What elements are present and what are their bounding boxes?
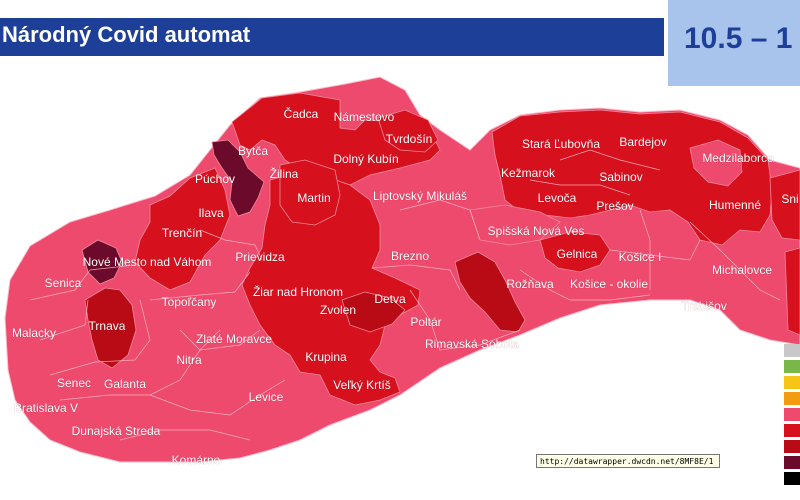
label-galanta: Galanta (104, 377, 146, 391)
label-trebisov: Trebišov (681, 299, 727, 313)
legend-swatch (784, 424, 800, 437)
region-burgundy-nove-mesto (81, 239, 123, 285)
region-red-snina (769, 169, 800, 241)
label-nitra: Nitra (176, 353, 202, 367)
map-title: Národný Covid automat (2, 22, 251, 47)
region-red-gelnica (539, 231, 611, 273)
label-spisska-nova-ves: Spišská Nová Ves (488, 224, 585, 238)
region-red-central (241, 171, 421, 406)
label-medzilaborce: Medzilaborce (702, 151, 774, 165)
label-bratislava: Bratislava V (14, 401, 78, 415)
legend-swatch (784, 360, 800, 373)
legend-swatch (784, 408, 800, 421)
label-dunajska-streda: Dunajská Streda (72, 424, 161, 438)
region-burgundy-bytca (211, 139, 265, 217)
label-topolcany: Topoľčany (162, 295, 217, 309)
label-rimavska-sobota: Rimavská Sobota (425, 337, 519, 351)
region-darkred-trnava (84, 287, 137, 369)
legend-swatch (784, 456, 800, 469)
label-trnava: Trnava (89, 319, 126, 333)
label-ilava: Ilava (198, 206, 224, 220)
label-puchov: Púchov (195, 172, 235, 186)
label-martin: Martin (297, 191, 330, 205)
region-labels: Čadca Námestovo Tvrdošín Bytča Žilina Do… (12, 106, 799, 468)
label-prievidza: Prievidza (235, 250, 285, 264)
legend-swatch (784, 376, 800, 389)
label-poltar: Poltár (410, 315, 441, 329)
label-roznava: Rožňava (506, 277, 554, 291)
label-humenne: Humenné (709, 198, 761, 212)
label-cadca: Čadca (284, 106, 319, 121)
region-red-martin (279, 159, 341, 226)
label-zvolen: Zvolen (320, 303, 356, 317)
label-sabinov: Sabinov (599, 170, 642, 184)
label-ziar: Žiar nad Hronom (253, 284, 343, 299)
label-namestovo: Námestovo (334, 110, 395, 124)
label-zilina: Žilina (270, 166, 299, 181)
label-senica: Senica (45, 276, 82, 290)
label-tvrdosin: Tvrdošín (386, 132, 433, 146)
label-detva: Detva (374, 292, 406, 306)
label-presov: Prešov (596, 199, 633, 213)
label-kosice-i: Košice I (619, 250, 662, 264)
region-pink-spis (469, 204, 561, 246)
label-michalovce: Michalovce (712, 263, 772, 277)
color-legend (784, 344, 800, 488)
date-box: 10.5 – 1 (668, 0, 800, 86)
label-liptovsky-mikulas: Liptovský Mikuláš (373, 189, 467, 203)
label-levice: Levice (249, 390, 284, 404)
label-zlate-moravce: Zlaté Moravce (196, 332, 272, 346)
label-komarno: Komárno (172, 453, 221, 467)
label-dolny-kubin: Dolný Kubín (333, 152, 398, 166)
label-senec: Senec (57, 376, 91, 390)
label-nove-mesto: Nové Mesto nad Váhom (83, 255, 212, 269)
legend-swatch (784, 344, 800, 357)
label-bytca: Bytča (238, 144, 268, 158)
label-brezno: Brezno (391, 249, 429, 263)
label-krupina: Krupina (305, 350, 347, 364)
label-stara-lubovna: Stará Ľubovňa (522, 137, 600, 151)
date-range: 10.5 – 1 (684, 22, 793, 55)
label-kosice-okolie: Košice - okolie (570, 277, 648, 291)
url-tooltip: http://datawrapper.dwcdn.net/8MF8E/1 (536, 454, 720, 468)
region-darkred-central-strip (341, 291, 406, 333)
label-malacky: Malacky (12, 326, 56, 340)
label-gelnica: Gelnica (557, 247, 598, 261)
legend-swatch (784, 440, 800, 453)
label-velky-krtis: Veľký Krtíš (333, 378, 391, 392)
region-red-tvrdosin (377, 109, 439, 153)
district-borders (29, 149, 781, 441)
region-darkred-roznava (454, 251, 526, 333)
label-trencin: Trenčín (162, 226, 202, 240)
label-bardejov: Bardejov (619, 135, 666, 149)
region-red-west-trencin (134, 167, 231, 291)
label-levoca: Levoča (538, 191, 577, 205)
legend-swatch (784, 392, 800, 405)
region-red-northwest (231, 92, 441, 186)
label-kezmarok: Kežmarok (501, 166, 556, 180)
region-pink-medzilaborce (689, 139, 743, 187)
title-bar: Národný Covid automat (0, 18, 664, 56)
region-red-trebisov-edge (784, 247, 800, 336)
label-snina: Sni (781, 192, 798, 206)
legend-swatch (784, 472, 800, 485)
